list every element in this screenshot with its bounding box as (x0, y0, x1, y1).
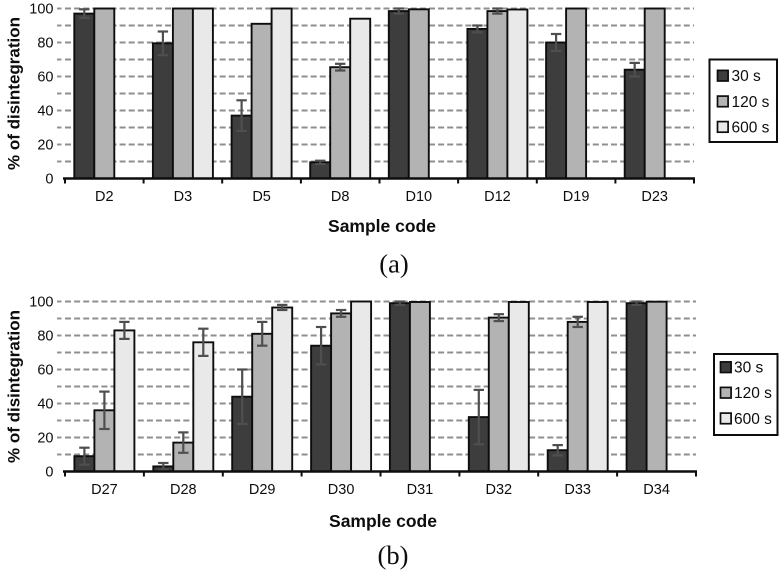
svg-text:D32: D32 (485, 482, 512, 498)
svg-text:D33: D33 (564, 482, 591, 498)
svg-text:(a): (a) (379, 249, 408, 279)
svg-text:% of disintegration: % of disintegration (5, 310, 24, 463)
svg-text:30 s: 30 s (732, 68, 762, 85)
svg-text:D2: D2 (95, 189, 114, 205)
svg-text:D23: D23 (641, 189, 668, 205)
svg-text:D5: D5 (252, 189, 271, 205)
svg-text:D31: D31 (407, 482, 434, 498)
svg-text:100: 100 (29, 295, 53, 311)
svg-text:D34: D34 (643, 482, 670, 498)
svg-text:D29: D29 (249, 482, 276, 498)
svg-text:% of disintegration: % of disintegration (5, 17, 24, 170)
svg-text:20: 20 (37, 431, 53, 447)
svg-text:D28: D28 (170, 482, 197, 498)
svg-text:D12: D12 (484, 189, 511, 205)
svg-text:Sample code: Sample code (329, 511, 437, 531)
svg-text:D27: D27 (91, 482, 118, 498)
svg-text:D10: D10 (405, 189, 432, 205)
svg-text:120 s: 120 s (734, 385, 772, 402)
svg-text:30 s: 30 s (734, 360, 764, 377)
svg-text:120 s: 120 s (732, 94, 770, 111)
svg-text:D19: D19 (563, 189, 590, 205)
svg-text:40: 40 (37, 397, 53, 413)
svg-text:D3: D3 (174, 189, 193, 205)
svg-text:D30: D30 (328, 482, 355, 498)
svg-text:600 s: 600 s (732, 119, 770, 136)
svg-text:0: 0 (45, 172, 53, 188)
svg-text:(b): (b) (378, 540, 409, 570)
svg-text:80: 80 (37, 329, 53, 345)
svg-text:100: 100 (29, 2, 53, 18)
svg-text:600 s: 600 s (734, 411, 772, 428)
svg-text:Sample code: Sample code (328, 216, 436, 236)
svg-text:60: 60 (37, 363, 53, 379)
svg-text:60: 60 (37, 70, 53, 86)
svg-text:80: 80 (37, 36, 53, 52)
svg-text:40: 40 (37, 104, 53, 120)
svg-text:D8: D8 (331, 189, 350, 205)
svg-text:0: 0 (45, 465, 53, 481)
svg-text:20: 20 (37, 138, 53, 154)
